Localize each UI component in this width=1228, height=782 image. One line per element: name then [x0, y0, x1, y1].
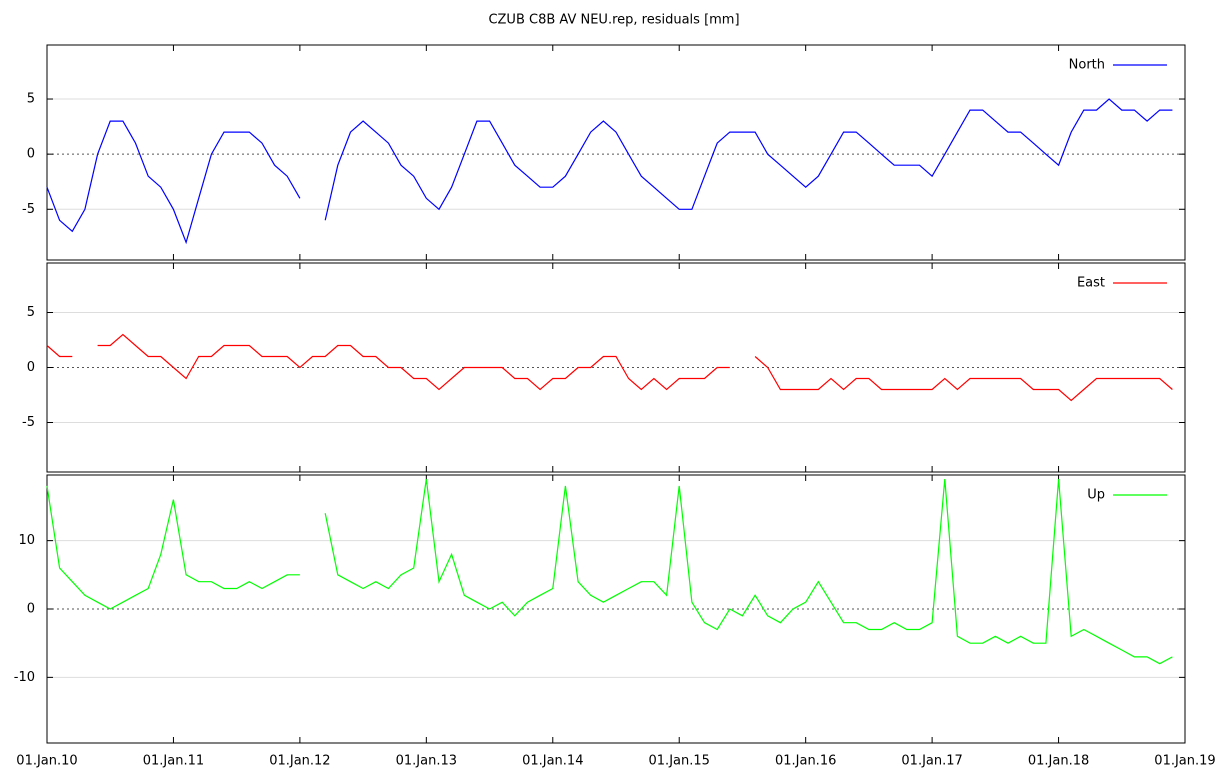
legend-label: North [1069, 58, 1105, 73]
x-tick-label: 01.Jan.11 [143, 754, 204, 769]
y-tick-label: 10 [18, 533, 35, 548]
x-tick-label: 01.Jan.18 [1028, 754, 1089, 769]
legend-label: Up [1087, 488, 1105, 503]
x-tick-label: 01.Jan.10 [16, 754, 77, 769]
x-tick-label: 01.Jan.14 [522, 754, 583, 769]
y-tick-label: 5 [27, 92, 35, 107]
chart-title: CZUB C8B AV NEU.rep, residuals [mm] [488, 13, 739, 28]
y-tick-label: 0 [27, 147, 35, 162]
x-tick-label: 01.Jan.16 [775, 754, 836, 769]
x-tick-label: 01.Jan.19 [1154, 754, 1215, 769]
y-tick-label: 0 [27, 602, 35, 617]
legend-label: East [1077, 276, 1105, 291]
plot-frame [46, 262, 1186, 473]
x-tick-label: 01.Jan.12 [269, 754, 330, 769]
x-tick-label: 01.Jan.17 [901, 754, 962, 769]
y-tick-label: -10 [14, 670, 35, 685]
y-tick-label: 0 [27, 360, 35, 375]
plot-frame [46, 44, 1186, 261]
series-line [46, 333, 1173, 402]
x-tick-label: 01.Jan.13 [396, 754, 457, 769]
plot-frame [46, 474, 1186, 744]
y-tick-label: -5 [22, 202, 35, 217]
series-line [46, 479, 1173, 665]
series-line [46, 98, 1173, 245]
y-tick-label: 5 [27, 305, 35, 320]
x-tick-label: 01.Jan.15 [649, 754, 710, 769]
y-tick-label: -5 [22, 415, 35, 430]
